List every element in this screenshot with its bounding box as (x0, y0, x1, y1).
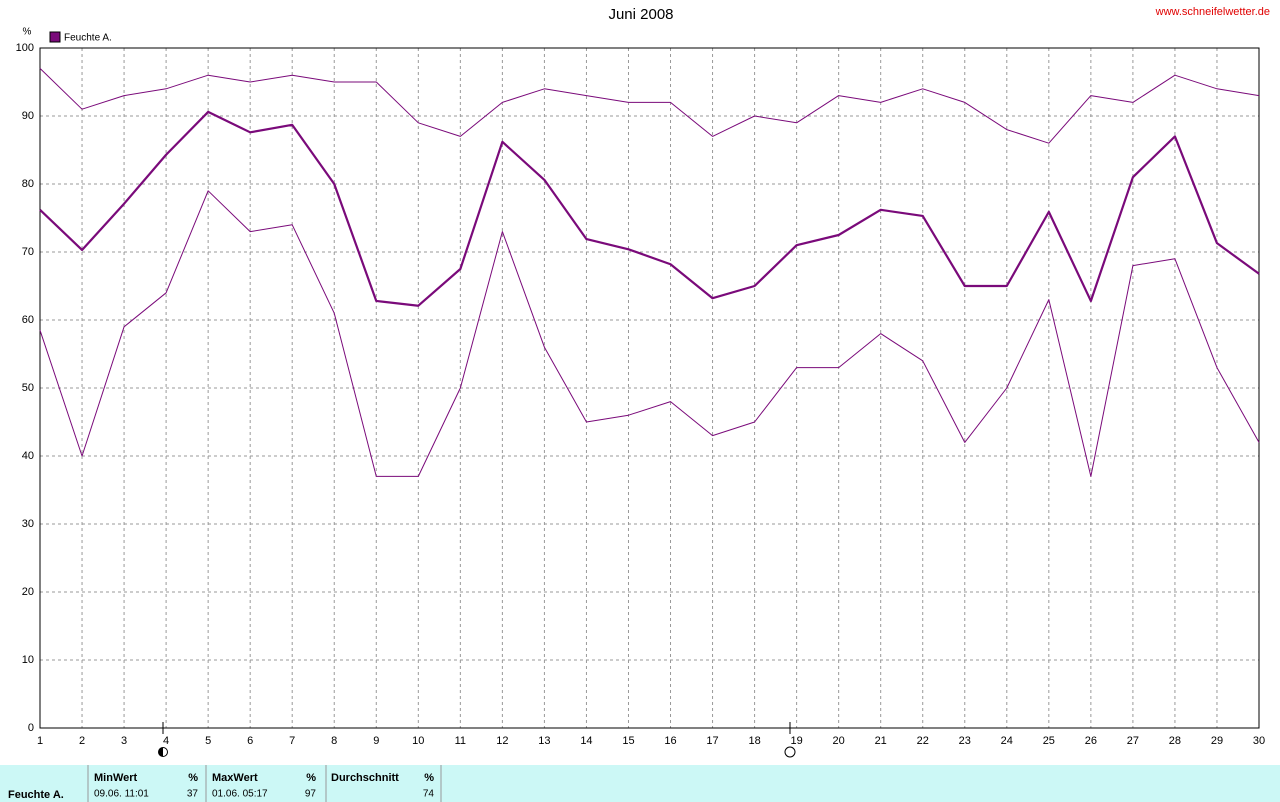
y-tick-label: 90 (22, 110, 34, 122)
y-unit: % (23, 27, 32, 38)
summary-date: 09.06. 11:01 (94, 789, 149, 800)
y-tick-label: 50 (22, 382, 34, 394)
x-tick-label: 5 (205, 735, 211, 747)
y-tick-label: 20 (22, 586, 34, 598)
x-tick-label: 23 (959, 735, 971, 747)
summary-unit: % (188, 772, 198, 784)
legend-label: Feuchte A. (64, 33, 112, 44)
x-tick-label: 26 (1085, 735, 1097, 747)
moon-half-shade (158, 747, 163, 757)
y-tick-label: 60 (22, 314, 34, 326)
y-tick-label: 80 (22, 178, 34, 190)
line-series (39, 68, 1260, 144)
line-series (39, 110, 1260, 307)
summary-header: MaxWert (212, 772, 258, 784)
x-tick-label: 29 (1211, 735, 1223, 747)
summary-value: 74 (423, 789, 435, 800)
x-tick-label: 15 (622, 735, 634, 747)
x-tick-label: 14 (580, 735, 592, 747)
summary-value: 37 (187, 789, 199, 800)
x-tick-label: 3 (121, 735, 127, 747)
y-tick-label: 30 (22, 518, 34, 530)
x-tick-label: 19 (790, 735, 802, 747)
source: www.schneifelwetter.de (1155, 6, 1270, 18)
x-tick-label: 27 (1127, 735, 1139, 747)
x-tick-label: 11 (455, 735, 466, 747)
x-tick-label: 17 (706, 735, 718, 747)
summary-band (0, 765, 1280, 802)
x-tick-label: 25 (1043, 735, 1055, 747)
summary-header: MinWert (94, 772, 138, 784)
x-tick-label: 21 (875, 735, 887, 747)
y-tick-label: 40 (22, 450, 34, 462)
x-tick-label: 16 (664, 735, 676, 747)
summary-unit: % (424, 772, 434, 784)
x-tick-label: 12 (496, 735, 508, 747)
y-tick-label: 100 (16, 42, 34, 54)
chart-title: Juni 2008 (608, 6, 673, 23)
x-tick-label: 20 (833, 735, 845, 747)
plot-frame (39, 47, 1260, 729)
x-tick-label: 10 (412, 735, 424, 747)
x-tick-label: 24 (1001, 735, 1013, 747)
x-tick-label: 22 (917, 735, 929, 747)
x-tick-label: 8 (331, 735, 337, 747)
x-tick-label: 6 (247, 735, 253, 747)
summary-header: Durchschnitt (331, 772, 399, 784)
legend-swatch (49, 31, 61, 43)
moon-full (784, 746, 796, 758)
summary-date: 01.06. 05:17 (212, 789, 268, 800)
y-tick-label: 0 (28, 722, 34, 734)
summary-value: 97 (305, 789, 317, 800)
y-tick-label: 10 (22, 654, 34, 666)
x-tick-label: 4 (163, 735, 169, 747)
x-tick-label: 1 (37, 735, 43, 747)
x-tick-label: 9 (373, 735, 379, 747)
x-tick-label: 28 (1169, 735, 1181, 747)
y-tick-label: 70 (22, 246, 34, 258)
x-tick-label: 13 (538, 735, 550, 747)
summary-label: Feuchte A. (8, 789, 64, 801)
x-tick-label: 18 (748, 735, 760, 747)
x-tick-label: 30 (1253, 735, 1265, 747)
x-tick-label: 2 (79, 735, 85, 747)
x-tick-label: 7 (289, 735, 295, 747)
line-series (39, 190, 1260, 477)
summary-unit: % (306, 772, 316, 784)
